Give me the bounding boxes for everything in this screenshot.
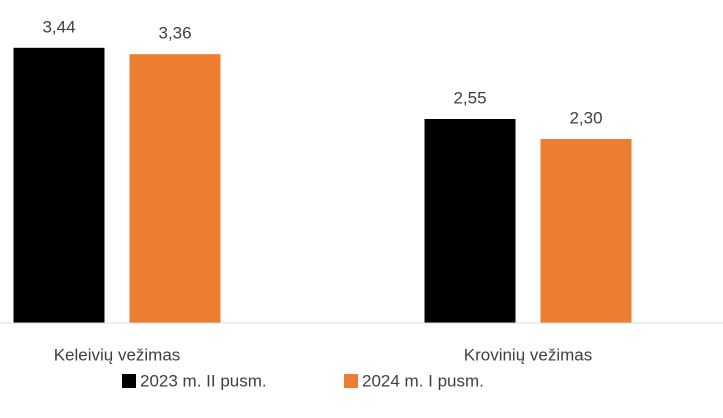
data-label: 3,44 <box>42 17 75 36</box>
bar <box>540 139 632 323</box>
x-tick-label: Krovinių vežimas <box>464 345 593 364</box>
legend-label: 2024 m. I pusm. <box>362 371 484 390</box>
legend-swatch <box>122 374 136 388</box>
data-label: 2,30 <box>569 108 602 127</box>
legend-swatch <box>344 374 358 388</box>
bar <box>13 47 105 324</box>
data-label: 3,36 <box>158 24 191 43</box>
bar <box>424 119 516 323</box>
x-tick-label: Keleivių vežimas <box>54 345 181 364</box>
bar <box>129 54 221 323</box>
data-label: 2,55 <box>453 88 486 107</box>
legend-label: 2023 m. II pusm. <box>140 371 267 390</box>
